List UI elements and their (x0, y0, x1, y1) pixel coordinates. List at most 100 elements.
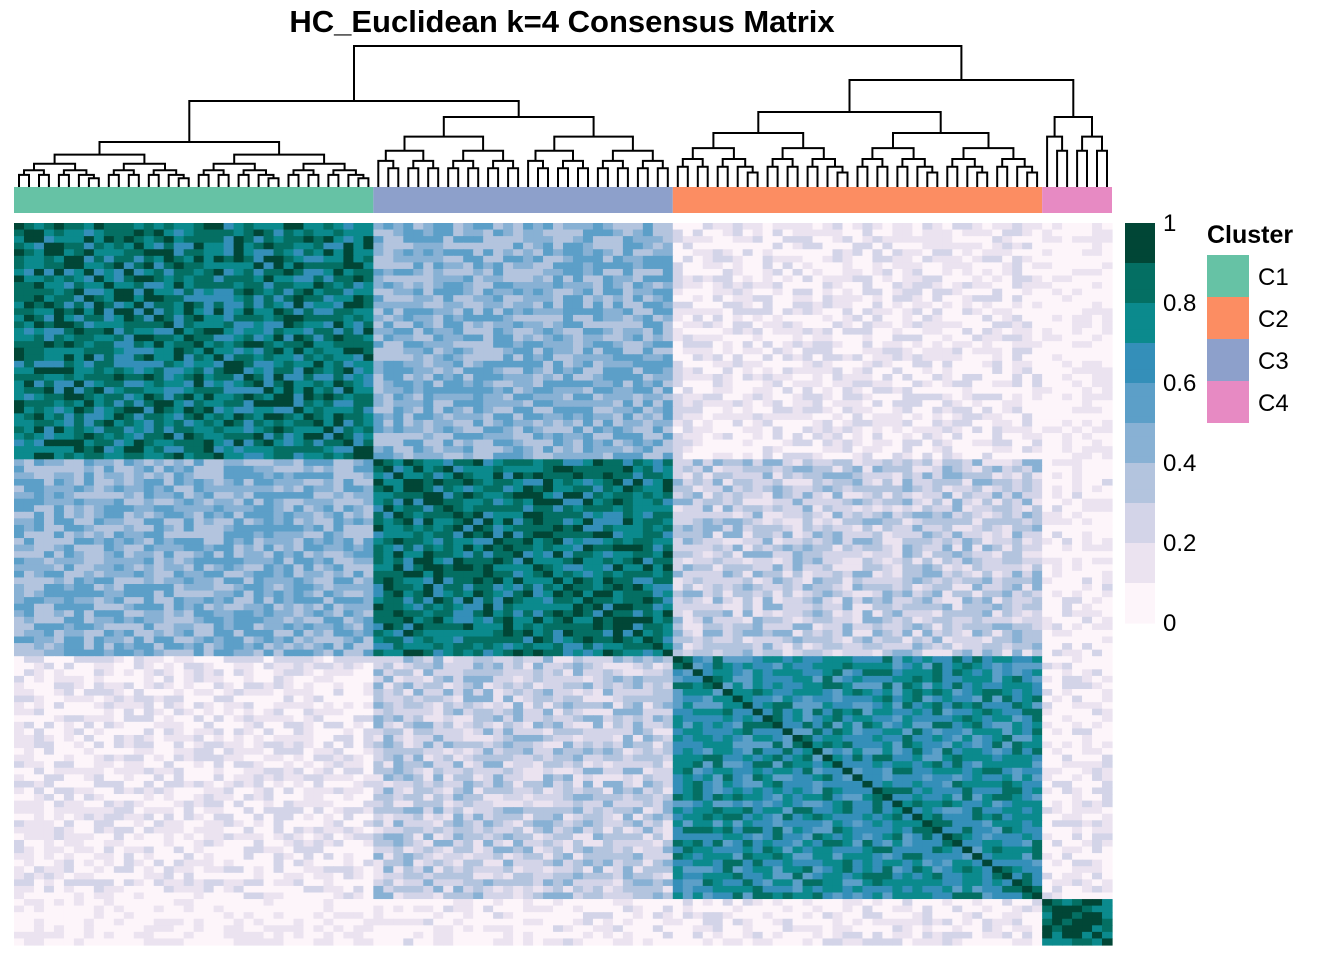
heatmap-cell (572, 446, 584, 454)
heatmap-cell (423, 341, 434, 349)
heatmap-cell (1042, 223, 1053, 231)
heatmap-cell (752, 439, 764, 447)
heatmap-cell (652, 268, 664, 277)
heatmap-cell (233, 413, 245, 421)
heatmap-cell (1032, 288, 1043, 296)
heatmap-cell (413, 321, 424, 329)
heatmap-cell (1032, 321, 1043, 329)
heatmap-cell (303, 367, 315, 375)
heatmap-cell (622, 433, 634, 441)
heatmap-cell (642, 478, 654, 487)
heatmap-cell (632, 354, 644, 362)
heatmap-cell (323, 380, 335, 388)
heatmap-cell (143, 380, 155, 388)
heatmap-cell (113, 236, 125, 244)
heatmap-cell (932, 360, 943, 368)
heatmap-cell (243, 465, 255, 474)
heatmap-cell (213, 308, 225, 316)
heatmap-cell (14, 387, 25, 395)
heatmap-cell (902, 400, 913, 408)
heatmap-cell (732, 288, 744, 296)
heatmap-cell (453, 472, 464, 480)
heatmap-cell (563, 314, 574, 323)
heatmap-cell (173, 446, 185, 454)
heatmap-cell (203, 242, 215, 250)
heatmap-cell (792, 419, 804, 428)
heatmap-cell (792, 328, 804, 336)
heatmap-cell (612, 268, 624, 277)
heatmap-cell (193, 288, 205, 296)
heatmap-cell (902, 387, 913, 395)
heatmap-cell (283, 505, 295, 513)
heatmap-cell (1042, 308, 1053, 316)
heatmap-cell (83, 328, 95, 336)
heatmap-cell (353, 314, 364, 323)
heatmap-cell (802, 465, 814, 474)
heatmap-cell (473, 452, 484, 460)
heatmap-cell (333, 492, 344, 500)
heatmap-cell (722, 367, 734, 375)
heatmap-cell (33, 275, 45, 283)
heatmap-cell (912, 478, 923, 487)
heatmap-cell (852, 341, 864, 349)
heatmap-cell (1002, 308, 1013, 316)
heatmap-cell (513, 295, 524, 303)
heatmap-cell (572, 400, 584, 408)
heatmap-cell (832, 242, 844, 250)
heatmap-cell (642, 433, 654, 441)
heatmap-cell (802, 446, 814, 454)
heatmap-cell (792, 465, 804, 474)
heatmap-cell (203, 236, 215, 244)
heatmap-cell (383, 413, 394, 421)
heatmap-cell (63, 406, 75, 414)
heatmap-cell (23, 301, 35, 309)
heatmap-cell (153, 419, 165, 428)
heatmap-cell (872, 419, 884, 428)
heatmap-cell (263, 282, 275, 290)
heatmap-cell (892, 314, 903, 323)
heatmap-cell (982, 236, 993, 244)
heatmap-cell (243, 472, 255, 480)
heatmap-cell (962, 406, 973, 414)
heatmap-cell (223, 393, 235, 401)
dendrogram-branch (996, 165, 1009, 187)
heatmap-cell (912, 472, 923, 480)
heatmap-cell (892, 334, 903, 342)
heatmap-cell (792, 268, 804, 277)
heatmap-cell (852, 452, 864, 460)
heatmap-cell (523, 354, 534, 362)
heatmap-cell (592, 229, 604, 237)
heatmap-cell (832, 354, 844, 362)
heatmap-cell (233, 439, 245, 447)
heatmap-cell (313, 393, 325, 401)
heatmap-cell (323, 485, 335, 493)
heatmap-cell (303, 433, 315, 441)
heatmap-cell (53, 373, 65, 382)
heatmap-cell (453, 465, 464, 474)
heatmap-cell (1082, 380, 1093, 388)
heatmap-cell (283, 288, 295, 296)
heatmap-cell (463, 229, 474, 237)
heatmap-cell (962, 275, 973, 283)
heatmap-cell (243, 373, 255, 382)
heatmap-cell (373, 387, 384, 395)
heatmap-cell (662, 282, 674, 290)
heatmap-cell (1072, 413, 1083, 421)
heatmap-cell (253, 465, 265, 474)
annotation-c4 (1042, 187, 1112, 213)
heatmap-cell (612, 301, 624, 309)
heatmap-cell (14, 492, 25, 500)
heatmap-cell (1012, 387, 1023, 395)
heatmap-cell (23, 328, 35, 336)
heatmap-cell (273, 262, 285, 270)
heatmap-cell (143, 433, 155, 441)
heatmap-cell (123, 354, 135, 362)
heatmap-cell (493, 341, 504, 349)
heatmap-cell (93, 295, 105, 303)
heatmap-cell (912, 255, 923, 263)
heatmap-cell (513, 498, 524, 506)
heatmap-cell (662, 505, 674, 513)
heatmap-cell (872, 360, 884, 368)
heatmap-cell (882, 380, 893, 388)
heatmap-cell (403, 314, 414, 323)
